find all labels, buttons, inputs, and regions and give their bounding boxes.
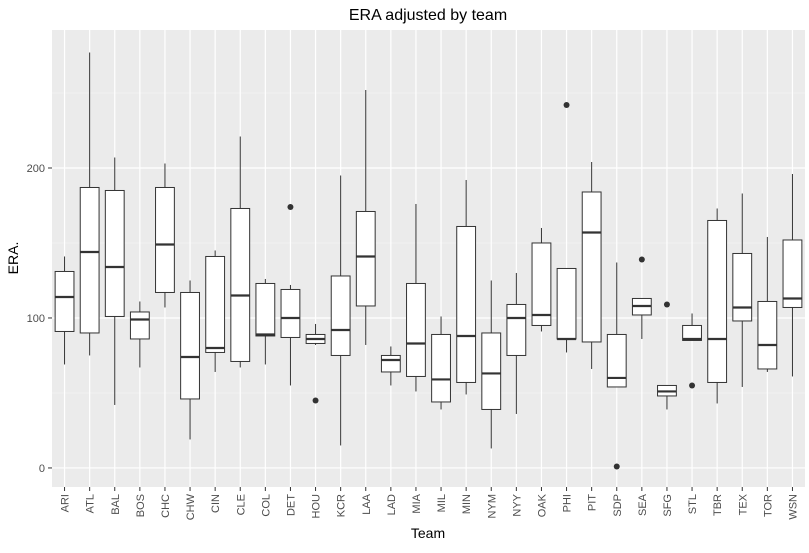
x-tick-label: LAA (361, 493, 373, 514)
box (682, 324, 702, 341)
y-tick-label: 200 (27, 163, 45, 175)
box (431, 333, 451, 403)
x-tick-label: CHC (160, 494, 172, 518)
box (180, 291, 200, 400)
x-tick-label: ATL (85, 494, 97, 513)
box (155, 186, 175, 293)
box (79, 186, 100, 334)
box (782, 239, 803, 308)
x-tick-label: MIN (461, 494, 473, 514)
box (556, 267, 577, 340)
x-tick-label: MIA (411, 493, 423, 513)
box (732, 252, 753, 322)
box (330, 275, 351, 356)
chart-title: ERA adjusted by team (349, 7, 507, 24)
box (280, 288, 301, 338)
x-tick-label: SEA (637, 493, 649, 516)
y-tick-label: 100 (27, 313, 45, 325)
x-tick-label: MIL (436, 494, 448, 512)
outlier (312, 397, 319, 404)
box (380, 354, 401, 373)
x-axis-label: Team (411, 525, 445, 541)
box (129, 311, 150, 340)
x-tick-label: WSN (787, 494, 799, 520)
outlier (563, 101, 570, 108)
x-tick-label: TBR (712, 494, 724, 516)
x-tick-label: PHI (562, 494, 574, 512)
box (406, 282, 426, 377)
x-tick-label: NYM (486, 494, 498, 518)
box (481, 332, 502, 410)
x-tick-label: HOU (311, 494, 323, 519)
outlier (613, 463, 620, 470)
x-tick-label: OAK (536, 493, 548, 517)
outlier (638, 256, 645, 263)
x-tick-label: NYY (511, 493, 523, 516)
y-tick-label: 0 (39, 463, 45, 475)
box (104, 189, 125, 317)
box (54, 270, 75, 332)
x-tick-label: KCR (336, 494, 348, 517)
y-axis-label: ERA. (5, 242, 21, 275)
box (757, 300, 778, 370)
box (506, 303, 527, 356)
x-tick-label: CLE (235, 494, 247, 515)
outlier (689, 382, 696, 389)
box (456, 225, 477, 383)
x-tick-label: SFG (662, 494, 674, 517)
x-tick-label: SDP (612, 494, 624, 517)
box (606, 333, 627, 388)
box (205, 255, 226, 353)
outlier (287, 203, 294, 210)
x-tick-label: DET (285, 494, 297, 516)
x-tick-label: CIN (210, 494, 222, 513)
x-tick-label: BOS (135, 494, 147, 517)
box (531, 242, 552, 326)
x-tick-label: LAD (386, 494, 398, 515)
box (707, 219, 728, 383)
x-tick-label: PIT (587, 494, 599, 511)
box (355, 210, 376, 307)
x-tick-label: ARI (60, 494, 72, 512)
x-tick-label: TEX (737, 493, 749, 515)
box (581, 191, 602, 343)
x-tick-label: STL (687, 494, 699, 514)
panel (52, 30, 805, 487)
x-tick-label: TOR (762, 494, 774, 517)
outlier (663, 301, 670, 308)
x-tick-label: CHW (185, 493, 197, 520)
x-tick-label: COL (260, 494, 272, 517)
x-tick-label: BAL (110, 494, 122, 515)
box (230, 207, 251, 362)
box (255, 282, 276, 337)
